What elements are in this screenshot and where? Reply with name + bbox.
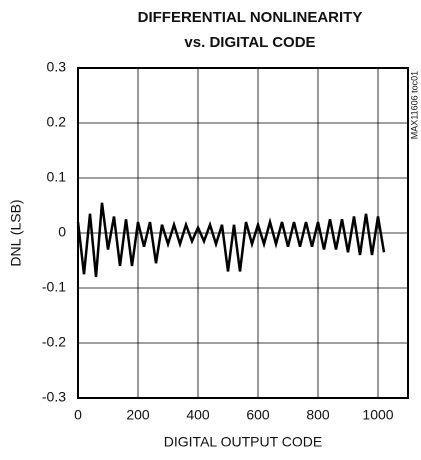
y-tick-label: -0.1 (42, 279, 66, 295)
x-tick-label: 800 (306, 407, 330, 423)
x-tick-label: 200 (126, 407, 150, 423)
y-tick-label: 0.1 (47, 169, 67, 185)
x-tick-label: 400 (186, 407, 210, 423)
y-tick-label: -0.3 (42, 389, 66, 405)
annotation: MAX11606 toc01 (409, 71, 419, 139)
y-axis-label: DNL (LSB) (8, 199, 24, 266)
x-axis-label: DIGITAL OUTPUT CODE (164, 434, 322, 450)
y-tick-label: 0.2 (47, 114, 67, 130)
y-tick-label: 0.3 (47, 59, 67, 75)
x-tick-label: 600 (246, 407, 270, 423)
x-tick-label: 1000 (362, 407, 393, 423)
x-tick-label: 0 (74, 407, 82, 423)
y-tick-label: -0.2 (42, 334, 66, 350)
data-line (76, 202, 386, 278)
chart-subtitle: vs. DIGITAL CODE (184, 34, 315, 51)
chart-title: DIFFERENTIAL NONLINEARITY (138, 9, 363, 26)
y-tick-label: 0 (58, 224, 66, 240)
